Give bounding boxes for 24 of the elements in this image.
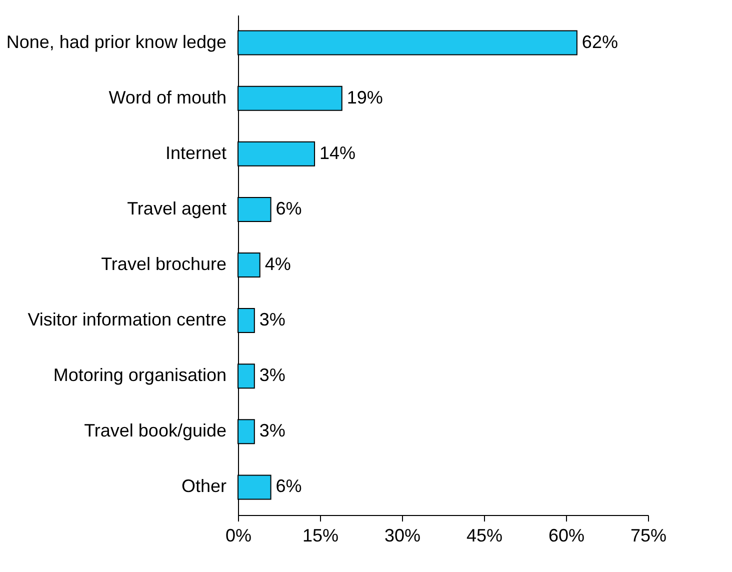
x-tick-label: 75% — [630, 526, 667, 546]
data-label: 3% — [259, 365, 286, 386]
data-label: 62% — [582, 32, 618, 52]
data-label: 14% — [320, 142, 356, 163]
x-tick-label: 30% — [384, 526, 421, 546]
data-label: 6% — [276, 198, 302, 218]
x-tick-label: 15% — [302, 526, 339, 546]
y-tick-label: Internet — [165, 142, 226, 163]
data-label: 3% — [259, 310, 286, 330]
x-tick-label: 0% — [225, 526, 252, 546]
y-tick-label: Travel brochure — [101, 254, 226, 274]
y-tick-label: Visitor information centre — [28, 310, 226, 330]
data-label: 6% — [276, 476, 302, 496]
data-label: 19% — [346, 87, 383, 108]
y-tick-label: Travel book/guide — [84, 420, 226, 441]
y-tick-label: Word of mouth — [108, 87, 226, 108]
x-tick-label: 45% — [466, 526, 503, 546]
x-tick-label: 60% — [548, 526, 585, 546]
y-tick-label: Motoring organisation — [53, 365, 226, 386]
y-tick-label: Travel agent — [127, 198, 226, 218]
data-label: 3% — [259, 420, 286, 441]
data-label: 4% — [264, 254, 291, 274]
y-tick-label: None, had prior know ledge — [6, 32, 226, 52]
y-tick-label: Other — [181, 476, 226, 496]
